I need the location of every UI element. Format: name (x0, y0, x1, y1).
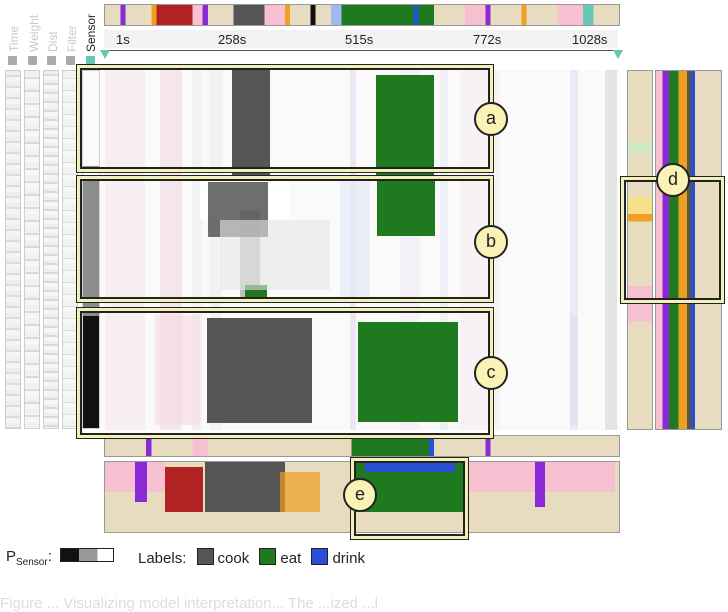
labels-legend: Labels: cook eat drink (138, 548, 365, 567)
feature-label-weight: Weight (27, 14, 41, 52)
legend-item-eat: eat (259, 548, 305, 567)
feature-label-time: Time (7, 25, 21, 52)
callout-b: b (474, 225, 508, 259)
legend-item-drink: drink (311, 548, 365, 567)
timeline-tick-772s: 772s (473, 32, 502, 47)
timeline-axis[interactable] (104, 30, 618, 48)
feature-label-dist: Dist (46, 31, 60, 52)
timeline-tick-258s: 258s (218, 32, 247, 47)
highlight-box-b (77, 176, 493, 302)
feature-column-sensor[interactable] (82, 70, 100, 429)
feature-toggle-dist[interactable] (47, 56, 56, 65)
feature-column-filter[interactable] (62, 70, 78, 429)
feature-label-filter: Filter (65, 25, 79, 52)
p-label: P (6, 548, 17, 565)
callout-c: c (474, 356, 508, 390)
callout-e: e (343, 478, 377, 512)
overview-strip-top[interactable] (104, 4, 620, 26)
feature-column-dist[interactable] (43, 70, 59, 429)
feature-toggle-time[interactable] (8, 56, 17, 65)
callout-d: d (656, 163, 690, 197)
feature-toggle-filter[interactable] (66, 56, 75, 65)
class-probability-stream[interactable] (104, 461, 620, 533)
p-suffix: : (47, 548, 52, 565)
figure-caption: Figure ... Visualizing model interpretat… (0, 595, 378, 612)
legend-cook-label: cook (217, 550, 250, 567)
timeline-tick-1s: 1s (116, 32, 130, 47)
feature-toggle-weight[interactable] (28, 56, 37, 65)
overview-strip-bottom[interactable] (104, 435, 620, 457)
feature-label-sensor: Sensor (84, 13, 98, 52)
side-strip-right[interactable] (627, 70, 653, 430)
timeline-baseline (104, 50, 618, 51)
sensor-probability-legend: PSensor: (6, 548, 115, 568)
highlight-box-c (77, 308, 493, 438)
feature-column-time[interactable] (5, 70, 21, 429)
legend-drink-label: drink (332, 550, 365, 567)
main-matrix-svg (105, 70, 617, 430)
highlight-box-a (77, 65, 493, 172)
timeline-start-handle-icon[interactable] (100, 50, 110, 59)
p-subscript: Sensor (16, 557, 48, 568)
p-gradient (60, 548, 115, 562)
feature-toggle-sensor[interactable] (86, 56, 95, 65)
eat-swatch-icon (259, 548, 277, 565)
legend-eat-label: eat (280, 550, 302, 567)
timeline-tick-515s: 515s (345, 32, 374, 47)
main-matrix[interactable] (100, 70, 620, 430)
timeline-tick-1028s: 1028s (572, 32, 608, 47)
legend-item-cook: cook (196, 548, 254, 567)
drink-swatch-icon (311, 548, 329, 565)
feature-column-weight[interactable] (24, 70, 40, 429)
cook-swatch-icon (196, 548, 214, 565)
labels-title: Labels: (138, 550, 187, 567)
timeline-end-handle-icon[interactable] (613, 50, 623, 59)
stream-svg (105, 462, 619, 532)
callout-a: a (474, 102, 508, 136)
